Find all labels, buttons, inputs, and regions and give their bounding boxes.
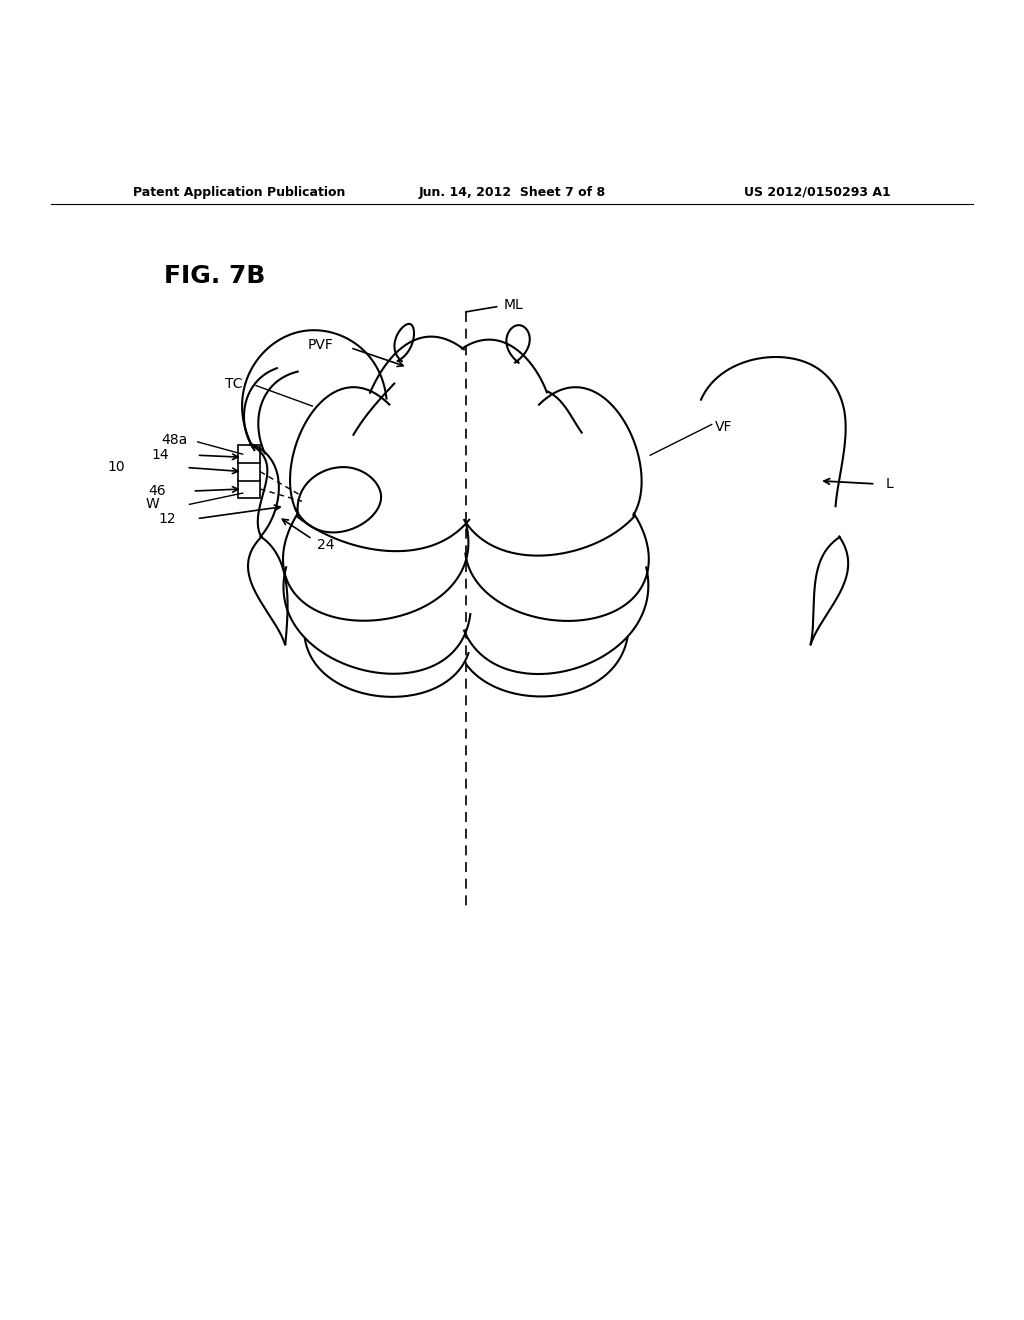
Text: 48a: 48a: [162, 433, 188, 447]
Text: Patent Application Publication: Patent Application Publication: [133, 186, 345, 198]
Text: VF: VF: [715, 420, 732, 433]
Text: TC: TC: [225, 376, 243, 391]
Text: FIG. 7B: FIG. 7B: [164, 264, 265, 288]
Text: PVF: PVF: [307, 338, 333, 351]
Text: US 2012/0150293 A1: US 2012/0150293 A1: [744, 186, 891, 198]
Text: W: W: [145, 498, 159, 511]
Text: 24: 24: [317, 539, 335, 552]
Text: 14: 14: [152, 449, 169, 462]
Text: 46: 46: [148, 484, 166, 498]
Text: 10: 10: [108, 461, 125, 474]
Bar: [238, 462, 260, 480]
Text: 12: 12: [159, 512, 176, 525]
Text: Jun. 14, 2012  Sheet 7 of 8: Jun. 14, 2012 Sheet 7 of 8: [419, 186, 605, 198]
Text: ML: ML: [504, 298, 523, 312]
Text: L: L: [886, 477, 894, 491]
Bar: [238, 445, 260, 463]
Bar: [238, 479, 260, 498]
